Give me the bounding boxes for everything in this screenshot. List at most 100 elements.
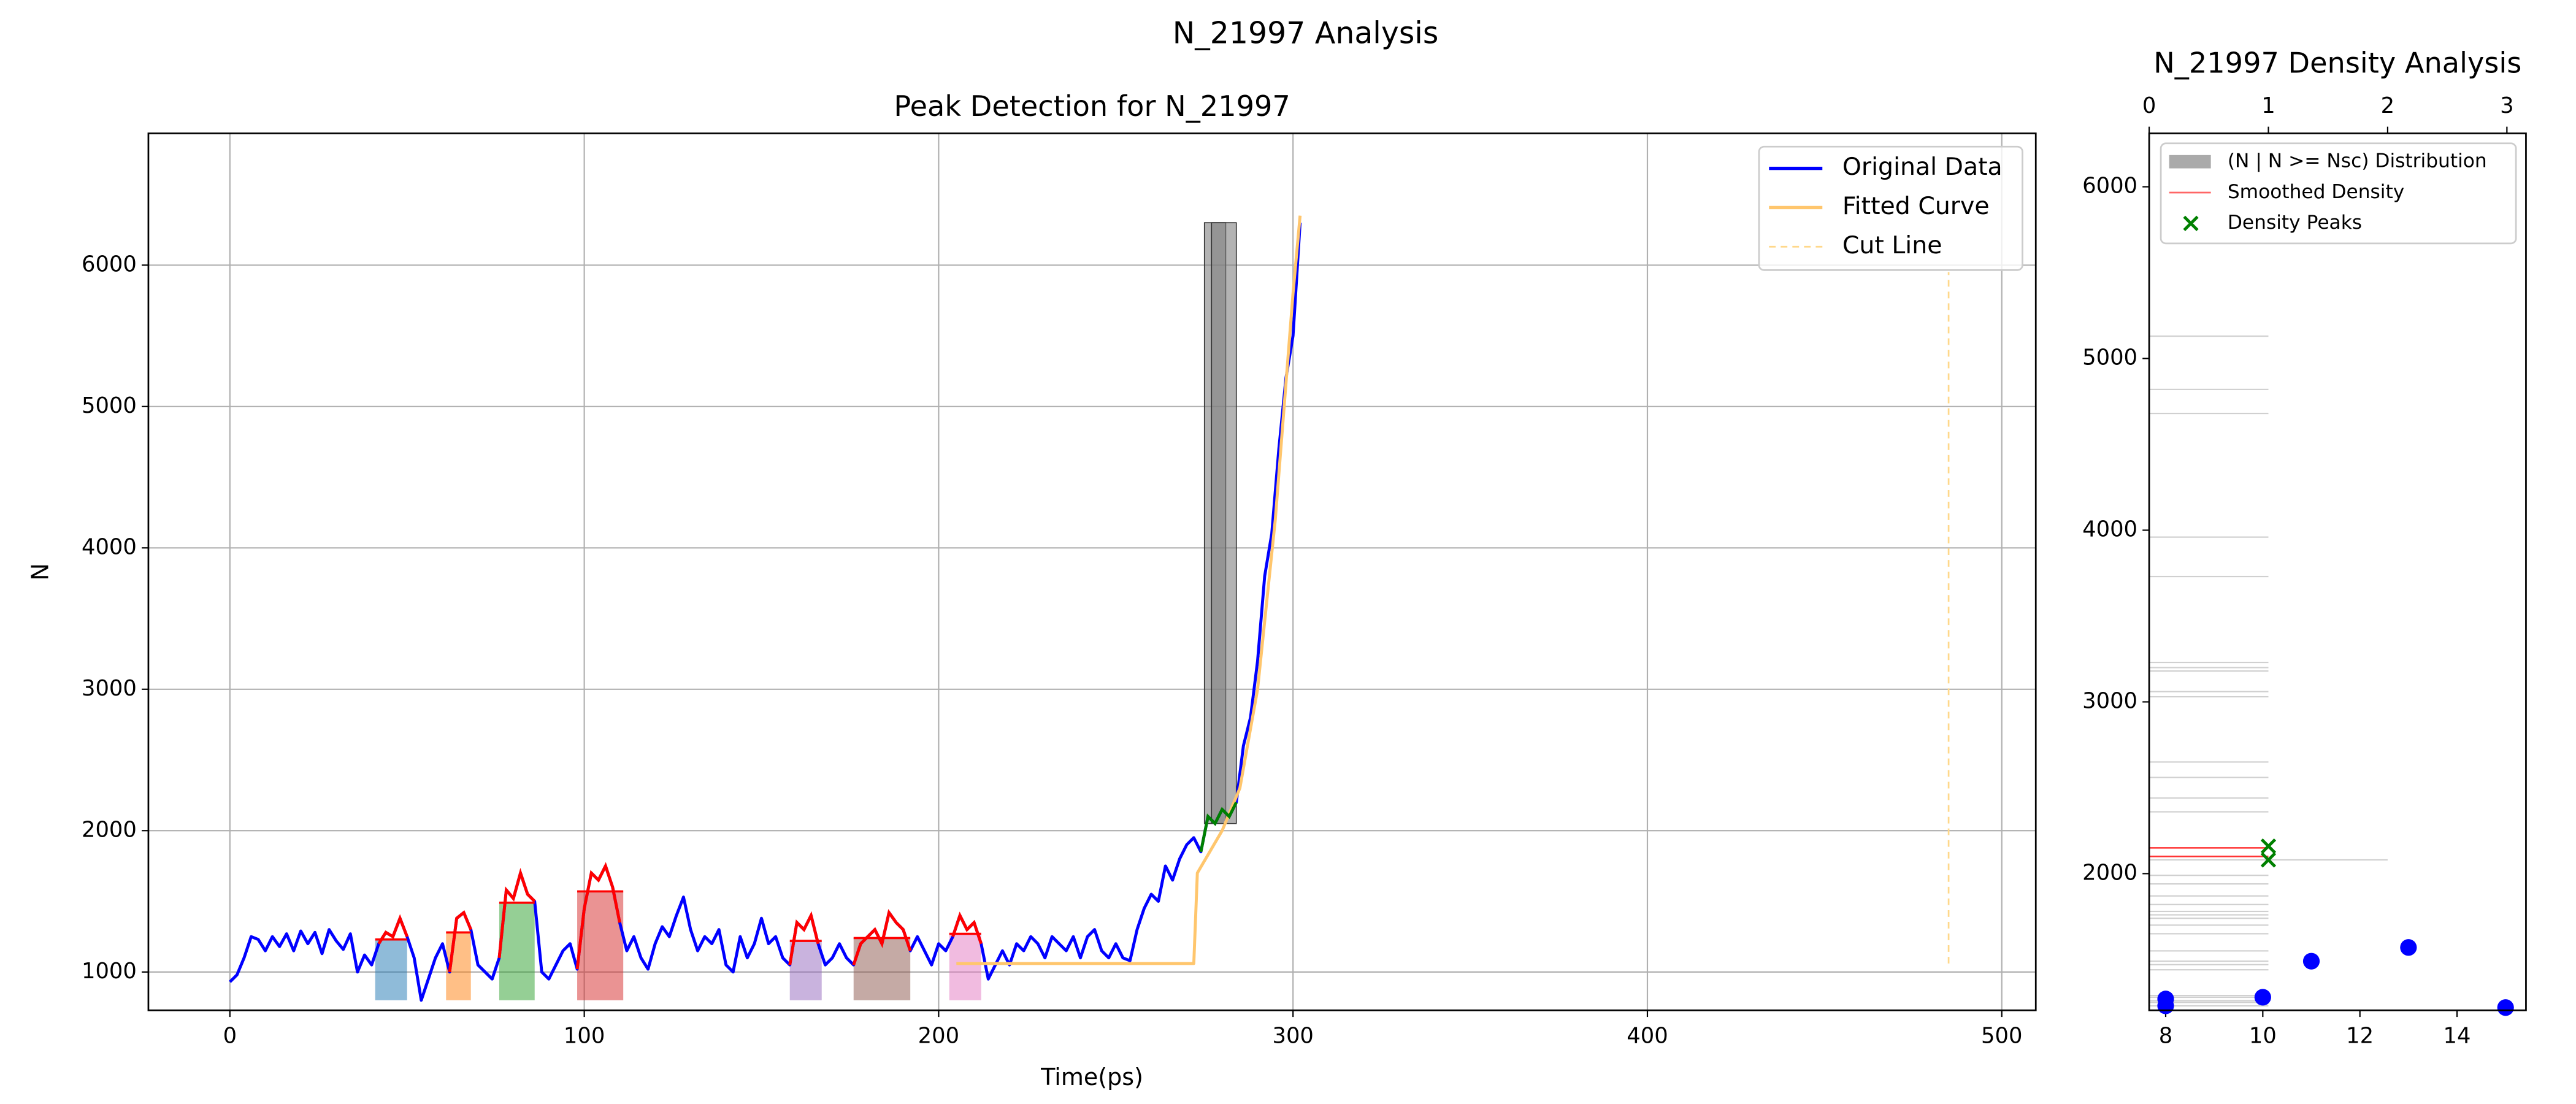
bar bbox=[2149, 661, 2269, 664]
highlight-segment bbox=[1199, 802, 1238, 853]
x-axis-label: Time(ps) bbox=[1040, 1064, 1143, 1091]
bar bbox=[2149, 964, 2269, 965]
bar bbox=[2149, 995, 2269, 997]
band bbox=[1211, 222, 1237, 824]
y-tick-label: 2000 bbox=[2082, 860, 2137, 885]
peak-segment bbox=[575, 862, 621, 970]
legend-label: Smoothed Density bbox=[2228, 181, 2404, 203]
bar bbox=[2149, 933, 2269, 935]
scatter-point bbox=[2254, 989, 2271, 1006]
axes-frame bbox=[147, 132, 2037, 1011]
bar bbox=[2149, 910, 2269, 913]
y-tick-label: 2000 bbox=[82, 817, 137, 842]
legend-label: Density Peaks bbox=[2228, 212, 2362, 234]
peak-segment bbox=[448, 910, 472, 973]
density-peak bbox=[2260, 852, 2277, 868]
y-tick-label: 6000 bbox=[2082, 174, 2137, 199]
bar bbox=[2149, 575, 2269, 578]
legend-label: (N | N >= Nsc) Distribution bbox=[2228, 150, 2487, 172]
figure-title: N_21997 Analysis bbox=[1173, 16, 1439, 51]
y-tick-label: 1000 bbox=[82, 959, 137, 984]
x-tick-label: 500 bbox=[1981, 1024, 2022, 1049]
bar bbox=[2149, 1000, 2269, 1002]
peak-segment bbox=[951, 911, 983, 945]
peak-segment bbox=[497, 868, 536, 958]
legend-label: Original Data bbox=[1842, 153, 2003, 181]
x-tick-label: 0 bbox=[2142, 93, 2156, 118]
marker-stroke bbox=[2183, 215, 2199, 231]
y-tick-label: 3000 bbox=[2082, 688, 2137, 713]
x2-tick-label: 14 bbox=[2444, 1024, 2471, 1049]
x-tick-label: 400 bbox=[1627, 1024, 1668, 1049]
x-tick-label: 3 bbox=[2500, 93, 2513, 118]
peak-segment bbox=[788, 911, 820, 965]
x-tick-label: 300 bbox=[1272, 1024, 1313, 1049]
x-tick-label: 100 bbox=[564, 1024, 605, 1049]
y-tick-label: 3000 bbox=[82, 676, 137, 701]
peak-fill bbox=[789, 941, 822, 1000]
bar bbox=[2149, 761, 2269, 763]
y-tick-label: 6000 bbox=[82, 251, 137, 277]
bar bbox=[2149, 883, 2269, 885]
bar bbox=[2149, 1002, 2269, 1003]
bar bbox=[2149, 1005, 2269, 1007]
legend-box bbox=[1758, 145, 2023, 271]
y-tick-label: 4000 bbox=[2082, 516, 2137, 542]
bar bbox=[2149, 335, 2269, 337]
y-tick-label: 5000 bbox=[82, 393, 137, 418]
legend-label: Cut Line bbox=[1842, 231, 1942, 259]
bar bbox=[2149, 811, 2269, 813]
bar bbox=[2149, 996, 2269, 999]
peak-fill bbox=[375, 939, 407, 1000]
legend-label: Fitted Curve bbox=[1842, 192, 1990, 220]
x-tick-label: 1 bbox=[2261, 93, 2275, 118]
legend-swatch bbox=[2169, 155, 2211, 169]
bar bbox=[2149, 960, 2269, 962]
bar bbox=[2149, 670, 2269, 672]
y-tick-label: 5000 bbox=[2082, 345, 2137, 370]
bar bbox=[2149, 536, 2269, 538]
marker-stroke bbox=[2260, 852, 2277, 868]
chart-title: Peak Detection for N_21997 bbox=[894, 90, 1290, 123]
legend-box bbox=[2160, 142, 2517, 245]
peak-fill bbox=[949, 933, 981, 1000]
bar bbox=[2149, 914, 2269, 916]
scatter-point bbox=[2302, 953, 2320, 970]
marker-stroke bbox=[2260, 838, 2277, 854]
legend-swatch bbox=[2183, 215, 2199, 231]
x-tick-label: 2 bbox=[2381, 93, 2394, 118]
peak-segment bbox=[377, 914, 409, 945]
peak-fill bbox=[499, 902, 535, 1000]
bar bbox=[2149, 875, 2269, 876]
data-line bbox=[956, 215, 1302, 965]
bar bbox=[2149, 691, 2269, 692]
bar bbox=[2149, 969, 2269, 971]
x2-tick-label: 12 bbox=[2346, 1024, 2374, 1049]
bar bbox=[2149, 950, 2269, 952]
x2-tick-label: 8 bbox=[2159, 1024, 2172, 1049]
bar bbox=[2149, 895, 2269, 897]
bar bbox=[2149, 903, 2269, 905]
data-line bbox=[229, 222, 1302, 1002]
x2-tick-label: 10 bbox=[2249, 1024, 2277, 1049]
x-tick-label: 200 bbox=[918, 1024, 959, 1049]
scatter-point bbox=[2497, 999, 2514, 1016]
bar bbox=[2149, 667, 2269, 669]
chart-title: N_21997 Density Analysis bbox=[2153, 47, 2521, 80]
bar bbox=[2149, 776, 2269, 778]
peak-segment bbox=[852, 909, 912, 966]
y-axis-label: N bbox=[26, 563, 53, 580]
peak-fill bbox=[853, 938, 911, 1000]
bar bbox=[2149, 696, 2269, 698]
y-tick-label: 4000 bbox=[82, 534, 137, 559]
bar bbox=[2149, 797, 2269, 799]
bar bbox=[2149, 924, 2269, 926]
density-peak bbox=[2260, 838, 2277, 854]
x-tick-label: 0 bbox=[223, 1024, 237, 1049]
axes-frame bbox=[2148, 132, 2527, 1011]
bar bbox=[2149, 918, 2269, 919]
scatter-point bbox=[2400, 939, 2417, 956]
